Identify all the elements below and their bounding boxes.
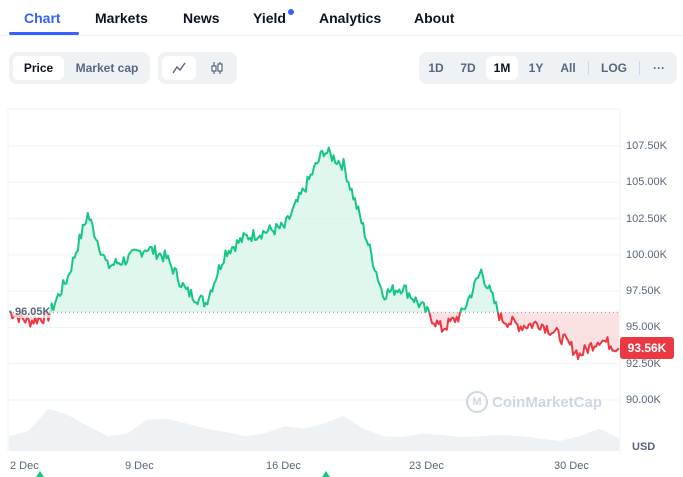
tab-markets[interactable]: Markets [95, 10, 148, 26]
tab-about[interactable]: About [414, 10, 455, 26]
y-tick-label: 92.50K [626, 358, 661, 370]
tab-analytics[interactable]: Analytics [319, 10, 382, 26]
divider [639, 61, 640, 75]
event-marker-icon[interactable] [36, 471, 44, 477]
x-tick-label: 16 Dec [266, 460, 301, 472]
y-tick-label: 97.50K [626, 285, 661, 297]
more-options-button[interactable]: ··· [653, 61, 665, 75]
watermark-text: CoinMarketCap [492, 393, 603, 411]
y-tick-label: 105.00K [626, 176, 667, 188]
candlestick-icon [211, 62, 223, 74]
baseline-price-label: 96.05K [14, 306, 52, 318]
currency-label: USD [632, 441, 656, 453]
x-tick-label: 9 Dec [125, 460, 154, 472]
x-tick-label: 23 Dec [409, 460, 444, 472]
notification-dot-icon [288, 9, 294, 15]
chart-type-toggle [158, 52, 237, 84]
tab-bar: Chart Markets News Yield Analytics About [0, 0, 683, 36]
range-1d-button[interactable]: 1D [428, 61, 444, 75]
y-tick-label: 95.00K [626, 321, 661, 333]
range-all-button[interactable]: All [560, 61, 576, 75]
y-tick-label: 102.50K [626, 213, 667, 225]
volume-area [9, 408, 619, 451]
tab-news[interactable]: News [183, 10, 220, 26]
y-tick-label: 90.00K [626, 394, 661, 406]
x-tick-label: 2 Dec [10, 460, 39, 472]
price-button[interactable]: Price [13, 56, 64, 80]
range-toggle: 1D 7D 1M 1Y All LOG ··· [419, 52, 677, 84]
coinmarketcap-logo-icon: M [466, 391, 488, 413]
x-tick-label: 30 Dec [554, 460, 589, 472]
candlestick-button[interactable] [200, 56, 234, 80]
tab-yield[interactable]: Yield [253, 10, 286, 26]
y-tick-label: 100.00K [626, 249, 667, 261]
event-marker-icon[interactable] [322, 471, 330, 477]
range-1m-button[interactable]: 1M [486, 56, 518, 80]
range-1y-button[interactable]: 1Y [528, 61, 544, 75]
y-tick-label: 107.50K [626, 140, 667, 152]
log-button[interactable]: LOG [601, 61, 627, 75]
divider [588, 61, 589, 75]
line-chart-button[interactable] [162, 56, 196, 80]
metric-toggle: Price Market cap [9, 52, 150, 84]
watermark: M CoinMarketCap [466, 391, 602, 413]
range-7d-button[interactable]: 7D [460, 61, 476, 75]
current-price-badge: 93.56K [620, 337, 674, 359]
market-cap-button[interactable]: Market cap [75, 61, 139, 75]
line-chart-icon [172, 62, 186, 74]
active-tab-indicator [9, 32, 79, 35]
tab-chart[interactable]: Chart [24, 10, 61, 26]
